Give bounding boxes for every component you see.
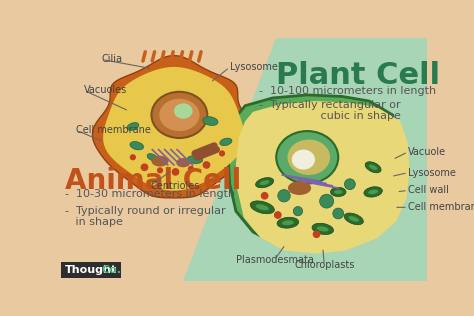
- Ellipse shape: [292, 149, 315, 170]
- Ellipse shape: [330, 187, 346, 197]
- Ellipse shape: [369, 165, 377, 170]
- Text: Vacuoles: Vacuoles: [84, 85, 128, 95]
- Circle shape: [188, 166, 194, 172]
- Circle shape: [141, 163, 148, 171]
- Ellipse shape: [152, 156, 169, 167]
- Ellipse shape: [147, 154, 157, 161]
- Ellipse shape: [203, 117, 218, 125]
- Ellipse shape: [174, 103, 192, 119]
- Circle shape: [202, 161, 210, 169]
- Circle shape: [293, 207, 302, 216]
- Text: Lysosome: Lysosome: [230, 62, 278, 72]
- Ellipse shape: [368, 190, 378, 194]
- Ellipse shape: [312, 223, 334, 234]
- Ellipse shape: [364, 187, 383, 197]
- Text: Cell membrane: Cell membrane: [76, 125, 151, 135]
- Ellipse shape: [276, 131, 338, 184]
- Text: Lysosome: Lysosome: [408, 168, 456, 178]
- Ellipse shape: [288, 181, 311, 195]
- Ellipse shape: [250, 201, 274, 214]
- Ellipse shape: [288, 140, 330, 175]
- Circle shape: [313, 230, 320, 238]
- Text: Cell wall: Cell wall: [408, 185, 449, 195]
- Ellipse shape: [260, 180, 270, 185]
- Text: Plasmodesmata: Plasmodesmata: [236, 255, 314, 265]
- Ellipse shape: [348, 216, 359, 222]
- Circle shape: [345, 179, 356, 190]
- Polygon shape: [103, 67, 245, 191]
- Text: -  Typically rectangular or
   cubic in shape: - Typically rectangular or cubic in shap…: [259, 100, 401, 121]
- Ellipse shape: [255, 204, 269, 210]
- Text: -  Typically round or irregular
   in shape: - Typically round or irregular in shape: [65, 206, 226, 228]
- Ellipse shape: [317, 226, 328, 232]
- Polygon shape: [59, 38, 276, 281]
- Circle shape: [274, 211, 282, 219]
- Ellipse shape: [344, 213, 364, 225]
- Ellipse shape: [282, 220, 294, 225]
- Ellipse shape: [127, 123, 139, 130]
- Text: Thought: Thought: [64, 265, 117, 275]
- Circle shape: [319, 194, 334, 208]
- Ellipse shape: [187, 156, 202, 163]
- Text: Cilia: Cilia: [102, 54, 123, 64]
- Ellipse shape: [220, 138, 232, 146]
- Text: Plant Cell: Plant Cell: [275, 61, 440, 90]
- Ellipse shape: [277, 217, 299, 228]
- Polygon shape: [92, 56, 255, 198]
- Text: Co.: Co.: [101, 265, 121, 275]
- Ellipse shape: [334, 190, 343, 194]
- Circle shape: [219, 150, 225, 156]
- Ellipse shape: [152, 92, 207, 138]
- Circle shape: [157, 167, 163, 173]
- Circle shape: [172, 168, 179, 176]
- Text: -  10-30 micrometers in length: - 10-30 micrometers in length: [65, 189, 236, 199]
- Circle shape: [130, 154, 136, 160]
- Text: Centrioles: Centrioles: [151, 181, 200, 191]
- Polygon shape: [183, 38, 427, 281]
- Text: Vacuole: Vacuole: [408, 147, 446, 157]
- Ellipse shape: [159, 99, 200, 131]
- Text: Cell membrane: Cell membrane: [408, 202, 474, 212]
- Text: Animal Cell: Animal Cell: [65, 167, 242, 195]
- Ellipse shape: [176, 158, 190, 167]
- Text: -  10-100 micrometers in length: - 10-100 micrometers in length: [259, 86, 437, 96]
- Circle shape: [333, 208, 344, 219]
- Ellipse shape: [255, 178, 273, 188]
- Polygon shape: [236, 101, 410, 253]
- Ellipse shape: [365, 162, 381, 173]
- Text: Chloroplasts: Chloroplasts: [294, 260, 355, 270]
- Circle shape: [261, 192, 268, 200]
- Polygon shape: [228, 95, 402, 247]
- Ellipse shape: [130, 142, 144, 150]
- FancyBboxPatch shape: [61, 262, 121, 278]
- Circle shape: [278, 190, 290, 202]
